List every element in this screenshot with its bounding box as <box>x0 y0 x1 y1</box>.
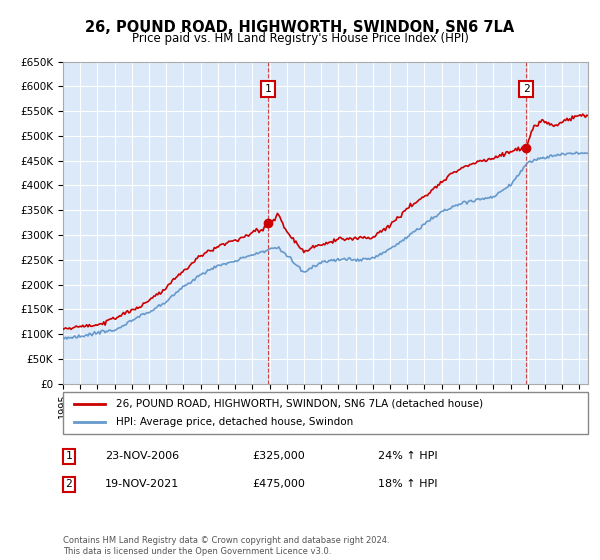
Text: 26, POUND ROAD, HIGHWORTH, SWINDON, SN6 7LA: 26, POUND ROAD, HIGHWORTH, SWINDON, SN6 … <box>85 20 515 35</box>
Text: Contains HM Land Registry data © Crown copyright and database right 2024.
This d: Contains HM Land Registry data © Crown c… <box>63 536 389 556</box>
Text: 19-NOV-2021: 19-NOV-2021 <box>105 479 179 489</box>
Text: 1: 1 <box>265 84 271 94</box>
Text: £325,000: £325,000 <box>252 451 305 461</box>
Text: 2: 2 <box>65 479 73 489</box>
Text: 1: 1 <box>65 451 73 461</box>
Text: £475,000: £475,000 <box>252 479 305 489</box>
Text: 26, POUND ROAD, HIGHWORTH, SWINDON, SN6 7LA (detached house): 26, POUND ROAD, HIGHWORTH, SWINDON, SN6 … <box>115 399 482 409</box>
FancyBboxPatch shape <box>63 392 588 434</box>
Text: 18% ↑ HPI: 18% ↑ HPI <box>378 479 437 489</box>
Text: HPI: Average price, detached house, Swindon: HPI: Average price, detached house, Swin… <box>115 417 353 427</box>
Text: 24% ↑ HPI: 24% ↑ HPI <box>378 451 437 461</box>
Text: 23-NOV-2006: 23-NOV-2006 <box>105 451 179 461</box>
Text: 2: 2 <box>523 84 529 94</box>
Text: Price paid vs. HM Land Registry's House Price Index (HPI): Price paid vs. HM Land Registry's House … <box>131 32 469 45</box>
